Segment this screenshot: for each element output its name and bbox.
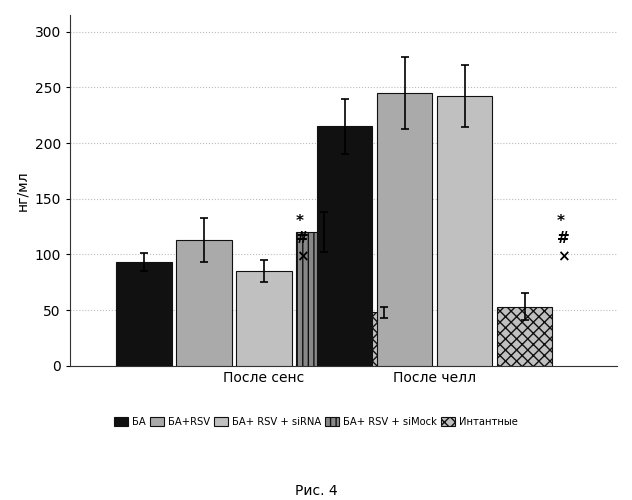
Bar [296,232,351,366]
Text: *: * [557,214,565,228]
Bar [317,126,372,366]
Bar [116,262,171,366]
Legend: БА, БА+RSV, БА+ RSV + siRNA, БА+ RSV + siMock, Интантные: БА, БА+RSV, БА+ RSV + siRNA, БА+ RSV + s… [110,413,522,431]
Bar [437,96,492,366]
Bar [377,93,432,366]
Text: *: * [296,214,304,228]
Bar [356,312,411,366]
Bar [176,240,231,366]
Bar [236,271,291,366]
Text: ×: × [557,249,569,264]
Text: #: # [557,232,569,246]
Bar [497,307,552,366]
Y-axis label: нг/мл: нг/мл [15,170,29,210]
Text: Рис. 4: Рис. 4 [295,484,337,498]
Text: ×: × [296,249,309,264]
Text: #: # [296,232,309,246]
